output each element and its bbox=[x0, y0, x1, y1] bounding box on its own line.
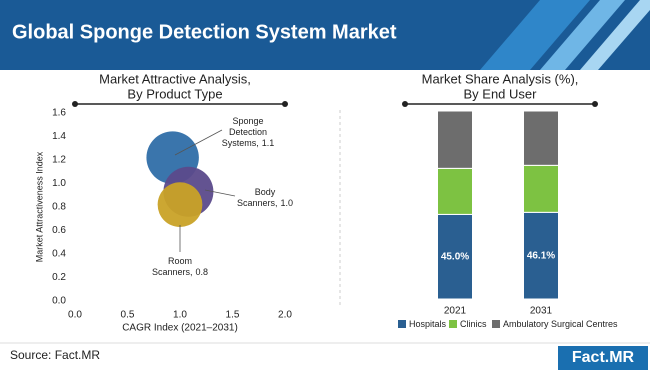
bar-segment bbox=[437, 167, 473, 215]
legend-swatch bbox=[492, 320, 500, 328]
y-tick-label: 0.4 bbox=[52, 249, 66, 260]
header-stripe bbox=[540, 0, 625, 70]
bubble-label: Room bbox=[168, 256, 192, 266]
x-tick-label: 2031 bbox=[530, 306, 553, 317]
bar-segment bbox=[523, 110, 559, 166]
bubble-label: Body bbox=[255, 187, 276, 197]
x-tick-label: 0.5 bbox=[121, 310, 135, 321]
bubble-size-label: 1.0 bbox=[281, 198, 294, 208]
leader-line bbox=[174, 129, 223, 156]
y-axis-title: Market Attractiveness Index bbox=[34, 151, 44, 262]
y-tick-label: 0.2 bbox=[52, 272, 66, 283]
rule-dot bbox=[282, 101, 288, 107]
rule-dot bbox=[402, 101, 408, 107]
bubble-size-label: 1.1 bbox=[262, 138, 275, 148]
bubble-label-text: Scanners, bbox=[237, 198, 278, 208]
bar-segment bbox=[523, 164, 559, 213]
bubble-label: Sponge bbox=[232, 116, 263, 126]
bubble-label-text: Body bbox=[255, 187, 276, 197]
y-tick-label: 1.6 bbox=[52, 108, 66, 119]
y-tick-label: 0.0 bbox=[52, 296, 66, 307]
x-tick-label: 2021 bbox=[444, 306, 467, 317]
legend-swatch bbox=[449, 320, 457, 328]
bubble-label-text: Systems, bbox=[222, 138, 259, 148]
x-tick-label: 1.0 bbox=[173, 310, 187, 321]
x-tick-label: 1.5 bbox=[226, 310, 240, 321]
logo: Fact.MR bbox=[572, 349, 635, 366]
bubble-label: Detection bbox=[229, 127, 267, 137]
legend-label: Ambulatory Surgical Centres bbox=[503, 319, 618, 329]
bubble-label: Systems, 1.1 bbox=[222, 138, 275, 148]
page-title: Global Sponge Detection System Market bbox=[12, 21, 397, 43]
bar-segment bbox=[437, 110, 473, 169]
leader-line bbox=[204, 189, 236, 197]
bubble bbox=[157, 182, 203, 228]
x-tick-label: 2.0 bbox=[278, 310, 292, 321]
source: Source: Fact.MR bbox=[10, 348, 100, 362]
header-stripe bbox=[480, 0, 590, 70]
rule-dot bbox=[592, 101, 598, 107]
bubble-label-text: Detection bbox=[229, 127, 267, 137]
y-tick-label: 0.6 bbox=[52, 225, 66, 236]
y-tick-label: 1.0 bbox=[52, 178, 66, 189]
y-tick-label: 0.8 bbox=[52, 202, 66, 213]
x-tick-label: 0.0 bbox=[68, 310, 82, 321]
chart-title: Market Attractive Analysis, bbox=[99, 71, 251, 86]
bar-segment bbox=[523, 211, 559, 300]
y-tick-label: 1.4 bbox=[52, 131, 66, 142]
y-tick-label: 1.2 bbox=[52, 155, 66, 166]
logo-box bbox=[558, 346, 648, 370]
bubble-label: Scanners, 1.0 bbox=[237, 198, 293, 208]
value-label: 46.1% bbox=[527, 250, 555, 261]
chart-subtitle: By End User bbox=[464, 86, 538, 101]
bubble-label-text: Scanners, bbox=[152, 267, 193, 277]
bubble-size-label: 0.8 bbox=[196, 267, 209, 277]
legend-swatch bbox=[398, 320, 406, 328]
legend-label: Hospitals bbox=[409, 319, 447, 329]
bubble-label-text: Room bbox=[168, 256, 192, 266]
chart-subtitle: By Product Type bbox=[127, 86, 222, 101]
bubble-label-text: Sponge bbox=[232, 116, 263, 126]
value-label: 45.0% bbox=[441, 251, 469, 262]
bar-segment bbox=[437, 213, 473, 300]
chart-title: Market Share Analysis (%), bbox=[422, 71, 579, 86]
legend-label: Clinics bbox=[460, 319, 487, 329]
bubble-label: Scanners, 0.8 bbox=[152, 267, 208, 277]
header-stripe bbox=[580, 0, 650, 70]
x-axis-title: CAGR Index (2021–2031) bbox=[122, 323, 238, 334]
rule-dot bbox=[72, 101, 78, 107]
